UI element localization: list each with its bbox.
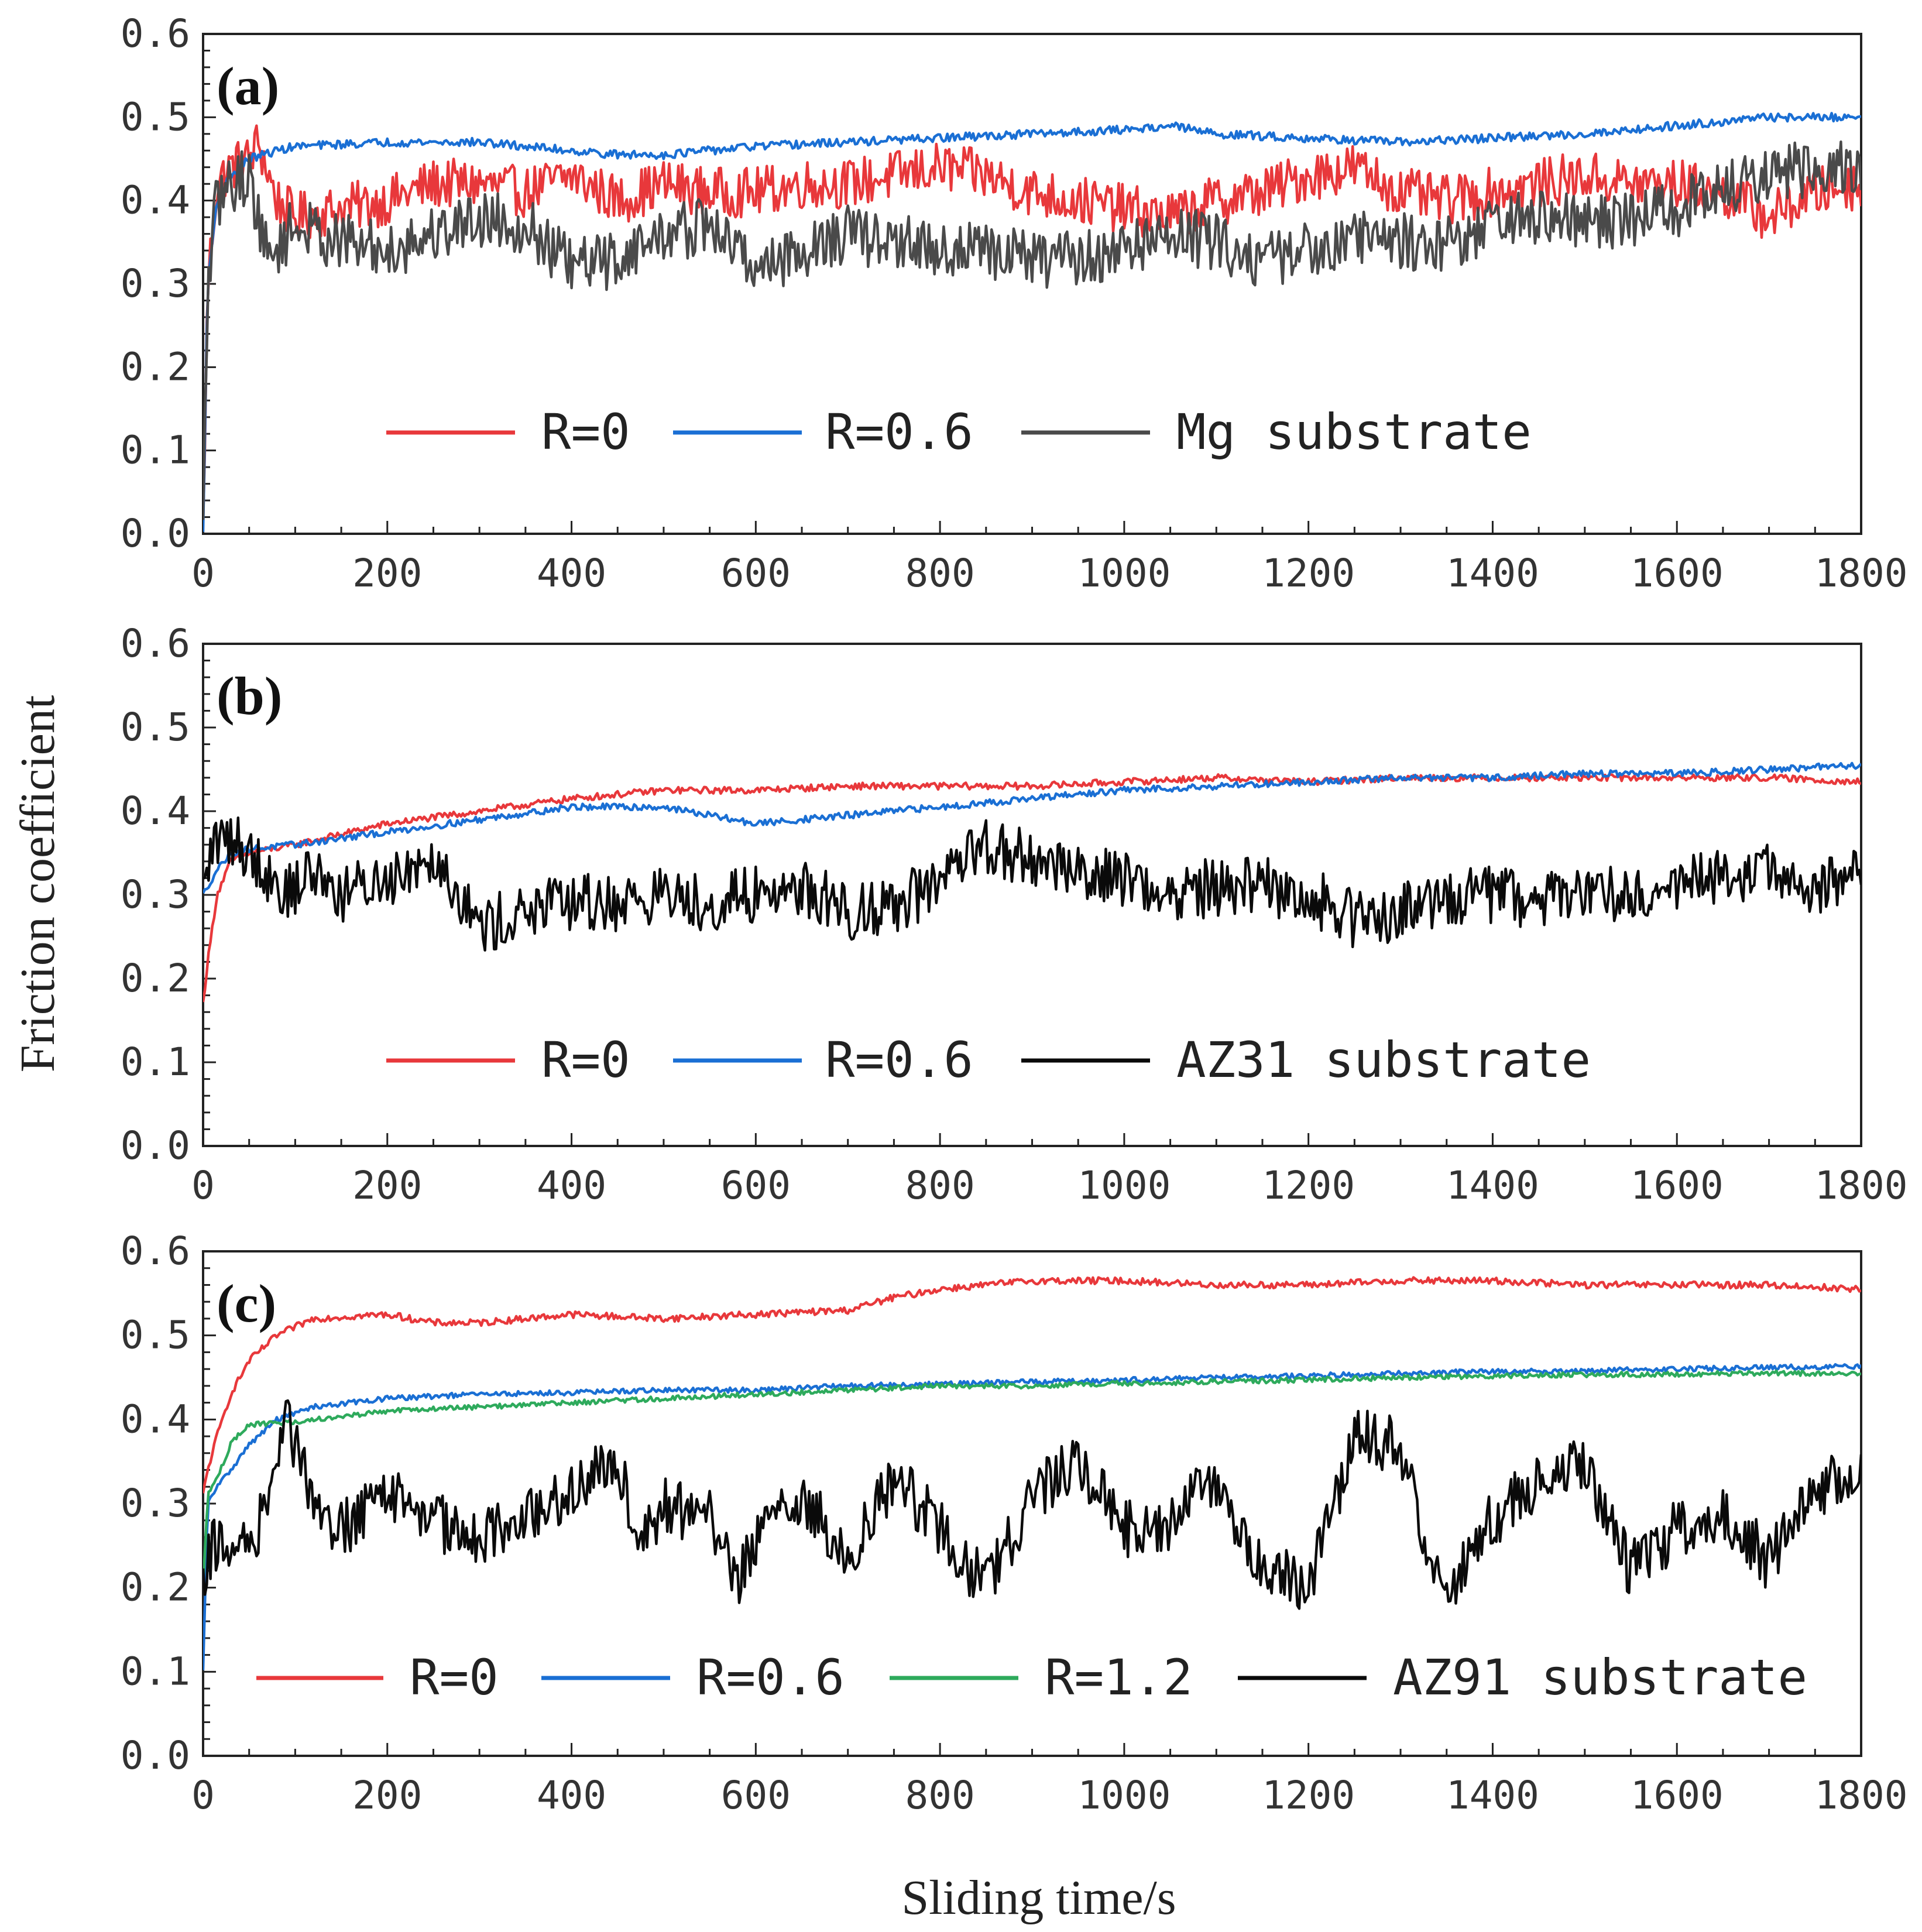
x-tick-label: 1400 <box>1446 1163 1539 1208</box>
y-tick-label: 0.4 <box>121 178 190 223</box>
y-tick-label: 0.5 <box>121 705 190 750</box>
panel-label: (c) <box>217 1274 276 1333</box>
x-axis-title: Sliding time/s <box>901 1871 1176 1925</box>
y-tick-label: 0.1 <box>121 428 190 473</box>
series-line-r-0-6 <box>203 1363 1861 1670</box>
x-tick-label: 1200 <box>1262 551 1355 596</box>
x-tick-label: 1200 <box>1262 1773 1355 1818</box>
y-tick-label: 0.0 <box>121 511 190 556</box>
x-tick-label: 1600 <box>1631 551 1724 596</box>
series-line-r-0-6 <box>203 761 1861 894</box>
x-tick-label: 400 <box>537 1163 606 1208</box>
y-tick-label: 0.3 <box>121 872 190 917</box>
series-line-az91-substrate <box>203 1399 1861 1610</box>
y-tick-label: 0.5 <box>121 1313 190 1358</box>
x-tick-label: 1000 <box>1077 1163 1171 1208</box>
legend-label: Mg substrate <box>1176 403 1532 461</box>
legend-label: R=0 <box>541 403 630 461</box>
series-line-r-0 <box>203 124 1861 523</box>
y-tick-label: 0.2 <box>121 1565 190 1610</box>
x-tick-label: 0 <box>191 1773 215 1818</box>
x-tick-label: 1400 <box>1446 551 1539 596</box>
panel-c: 0 200 400 600 800 1000 1200 1400 1600 1800 0.0 0.1 0… <box>121 1228 1908 1818</box>
x-tick-label: 400 <box>537 1773 606 1818</box>
y-tick-label: 0.3 <box>121 261 190 306</box>
y-axis-title: Friction coefficient <box>11 695 65 1073</box>
series-line-r-0 <box>203 773 1861 1003</box>
legend-label: AZ31 substrate <box>1176 1031 1591 1089</box>
y-tick-label: 0.6 <box>121 11 190 56</box>
legend-label: R=0.6 <box>825 403 973 461</box>
x-tick-label: 600 <box>721 1163 791 1208</box>
y-tick-label: 0.4 <box>121 1396 190 1442</box>
legend-label: AZ91 substrate <box>1393 1649 1807 1706</box>
series-line-r-0 <box>203 1276 1861 1494</box>
panel-label: (a) <box>217 56 279 116</box>
panel-b: 0 200 400 600 800 1000 1200 1400 1600 1800 0.0 0.1 0… <box>121 621 1908 1208</box>
legend-label: R=0.6 <box>825 1031 973 1089</box>
y-tick-label: 0.5 <box>121 94 190 139</box>
y-tick-label: 0.4 <box>121 788 190 833</box>
x-tick-label: 200 <box>352 551 422 596</box>
x-tick-label: 600 <box>721 1773 791 1818</box>
x-tick-label: 800 <box>905 1163 975 1208</box>
legend-label: R=1.2 <box>1045 1649 1193 1706</box>
y-tick-label: 0.3 <box>121 1481 190 1526</box>
y-tick-label: 0.6 <box>121 621 190 666</box>
x-tick-label: 600 <box>721 551 791 596</box>
series-line-az31-substrate <box>203 816 1861 952</box>
x-tick-label: 400 <box>537 551 606 596</box>
x-tick-label: 800 <box>905 551 975 596</box>
plot-frame <box>202 33 1862 535</box>
x-tick-label: 0 <box>191 1163 215 1208</box>
x-tick-label: 200 <box>352 1773 422 1818</box>
x-tick-label: 1600 <box>1631 1163 1724 1208</box>
x-tick-label: 1800 <box>1815 1163 1908 1208</box>
legend-label: R=0.6 <box>696 1649 845 1706</box>
panel-label: (b) <box>217 666 282 726</box>
x-tick-label: 1200 <box>1262 1163 1355 1208</box>
x-tick-label: 1400 <box>1446 1773 1539 1818</box>
y-tick-label: 0.2 <box>121 344 190 389</box>
y-tick-label: 0.1 <box>121 1039 190 1085</box>
x-tick-label: 1600 <box>1631 1773 1724 1818</box>
legend-label: R=0 <box>410 1649 499 1706</box>
x-tick-label: 1000 <box>1077 1773 1171 1818</box>
series-line-r-0-6 <box>203 112 1861 532</box>
legend-label: R=0 <box>541 1031 630 1089</box>
x-tick-label: 1800 <box>1815 551 1908 596</box>
y-tick-label: 0.0 <box>121 1123 190 1168</box>
x-tick-label: 800 <box>905 1773 975 1818</box>
panel-a: 0 200 400 600 800 1000 1200 1400 1600 1800 0.0 0.1 0… <box>121 11 1908 596</box>
x-tick-label: 1800 <box>1815 1773 1908 1818</box>
x-tick-label: 200 <box>352 1163 422 1208</box>
y-tick-label: 0.0 <box>121 1733 190 1778</box>
y-tick-label: 0.1 <box>121 1649 190 1694</box>
series-line-mg-substrate <box>203 140 1861 520</box>
x-tick-label: 1000 <box>1077 551 1171 596</box>
x-tick-label: 0 <box>191 551 215 596</box>
y-tick-label: 0.6 <box>121 1228 190 1274</box>
y-tick-label: 0.2 <box>121 956 190 1001</box>
series-line-r-1-2 <box>203 1369 1861 1587</box>
